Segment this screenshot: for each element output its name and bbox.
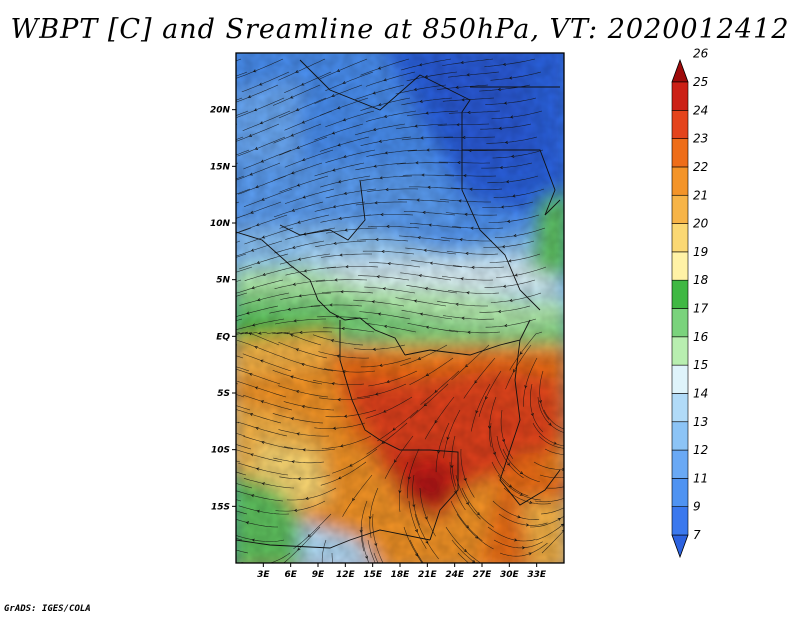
- colorbar-label: 20: [693, 217, 709, 231]
- colorbar-label: 15: [693, 358, 708, 372]
- y-tick-label: EQ: [216, 332, 230, 342]
- colorbar-label: 7: [693, 528, 701, 542]
- colorbar-label: 25: [693, 75, 708, 89]
- colorbar-segment: [671, 138, 689, 168]
- y-tick-label: 5N: [216, 276, 230, 286]
- colorbar-label: 14: [693, 386, 708, 400]
- colorbar-label: 16: [693, 330, 709, 344]
- colorbar-label: 12: [693, 443, 708, 457]
- colorbar-segment: [671, 421, 689, 451]
- y-tick-label: 10N: [210, 219, 231, 229]
- colorbar-segment: [671, 251, 689, 281]
- colorbar-segment: [671, 336, 689, 366]
- x-tick-label: 27E: [473, 570, 493, 580]
- x-tick-label: 21E: [418, 570, 438, 580]
- colorbar-label: 13: [693, 415, 708, 429]
- colorbar-segment: [671, 364, 689, 394]
- country-borders: [236, 59, 561, 549]
- y-tick-label: 5S: [217, 389, 230, 399]
- colorbar: 7 9 11 12 13 14 15 16 17 18 19 20 21 22 23 24 25 26: [671, 47, 709, 559]
- colorbar-label: 18: [693, 273, 709, 287]
- x-tick-label: 33E: [527, 570, 547, 580]
- colorbar-segment: [671, 393, 689, 423]
- wbpt-field: [236, 53, 564, 563]
- colorbar-label: 24: [693, 103, 708, 117]
- x-tick-label: 6E: [284, 570, 297, 580]
- colorbar-segment: [671, 478, 689, 507]
- colorbar-segment: [671, 449, 689, 479]
- colorbar-label: 26: [693, 47, 709, 61]
- colorbar-label: 17: [693, 302, 709, 316]
- streamline-arrows: [245, 61, 564, 563]
- colorbar-segment: [671, 506, 689, 536]
- y-tick-label: 10S: [211, 446, 230, 456]
- y-tick-label: 15S: [211, 502, 230, 512]
- y-axis: 20N 15N 10N 5N EQ 5S 10S 15S: [210, 106, 236, 512]
- x-axis: 3E 6E 9E 12E 15E 18E 21E 24E 27E 30E 33E: [257, 563, 547, 580]
- colorbar-label: 23: [693, 132, 708, 146]
- colorbar-label: 9: [693, 500, 701, 514]
- colorbar-arrow-low: [671, 534, 689, 559]
- credit-label: GrADS: IGES/COLA: [4, 604, 91, 614]
- colorbar-segment: [671, 308, 689, 338]
- x-tick-label: 18E: [391, 570, 411, 580]
- y-tick-label: 15N: [210, 162, 231, 172]
- colorbar-label: 22: [693, 160, 708, 174]
- colorbar-segment: [671, 194, 689, 224]
- x-tick-label: 30E: [500, 570, 520, 580]
- x-tick-label: 15E: [363, 570, 383, 580]
- streamlines: [236, 58, 564, 563]
- colorbar-arrow-high: [671, 58, 689, 83]
- colorbar-label: 11: [693, 471, 708, 485]
- colorbar-segment: [671, 81, 689, 111]
- y-tick-label: 20N: [210, 106, 231, 116]
- colorbar-segment: [671, 279, 689, 309]
- colorbar-segment: [671, 223, 689, 253]
- x-tick-label: 24E: [445, 570, 465, 580]
- streamline-paths: [236, 58, 564, 563]
- colorbar-segment: [671, 166, 689, 196]
- colorbar-segment: [671, 110, 689, 139]
- colorbar-label: 21: [693, 188, 708, 202]
- x-tick-label: 3E: [257, 570, 270, 580]
- colorbar-label: 19: [693, 245, 708, 259]
- x-tick-label: 9E: [312, 570, 325, 580]
- x-tick-label: 12E: [336, 570, 356, 580]
- chart-title: WBPT [C] and Sreamline at 850hPa, VT: 20…: [10, 14, 790, 45]
